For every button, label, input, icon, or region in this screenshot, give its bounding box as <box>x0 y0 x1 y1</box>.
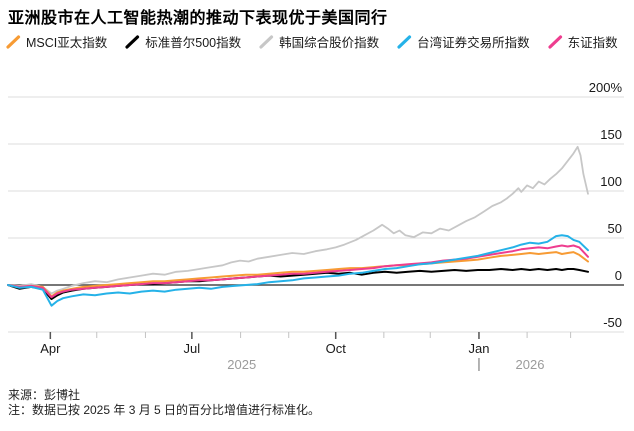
month-label: Apr <box>40 341 61 356</box>
legend-item-msci-asia-pacific: MSCI亚太指数 <box>6 32 107 51</box>
series-line-msci-asia-pacific <box>7 251 589 298</box>
chart-title: 亚洲股市在人工智能热潮的推动下表现优于美国同行 <box>8 10 388 27</box>
month-label: Oct <box>326 341 347 356</box>
legend-item-label: 标准普尔500指数 <box>145 36 242 50</box>
series-line-topix <box>7 244 589 299</box>
legend-item-taiwan-twse: 台湾证券交易所指数 <box>397 32 530 51</box>
year-label: 2025 <box>227 357 256 372</box>
legend-item-sp500: 标准普尔500指数 <box>125 32 241 51</box>
legend-item-label: 韩国综合股价指数 <box>279 36 380 50</box>
legend-item-label: 台湾证券交易所指数 <box>417 36 530 50</box>
legend-line-icon <box>6 34 21 49</box>
year-label: 2026 <box>516 357 545 372</box>
chart-footnotes: 来源：彭博社 注：数据已按 2025 年 3 月 5 日的百分比增值进行标准化。 <box>8 388 320 418</box>
y-tick-label: 200% <box>589 80 623 95</box>
y-tick-label: -50 <box>603 315 622 330</box>
series-line-taiwan-twse <box>7 234 589 307</box>
legend-item-label: 东证指数 <box>567 36 618 50</box>
legend-line-icon <box>259 34 274 49</box>
legend-item-label: MSCI亚太指数 <box>26 36 108 50</box>
y-tick-label: 100 <box>600 174 622 189</box>
month-label: Jan <box>468 341 489 356</box>
legend-line-icon <box>397 34 412 49</box>
legend-item-topix: 东证指数 <box>548 32 618 51</box>
line-chart: 200% 150 100 50 0 -50 Apr Jul Oct Jan 2025 2026 <box>0 78 634 374</box>
y-tick-label: 50 <box>608 221 622 236</box>
month-label: Jul <box>184 341 201 356</box>
chart-legend: MSCI亚太指数 标准普尔500指数 韩国综合股价指数 台湾证券交易所指数 东证指数 <box>6 32 626 51</box>
note-line: 注：数据已按 2025 年 3 月 5 日的百分比增值进行标准化。 <box>8 403 321 417</box>
source-line: 来源：彭博社 <box>8 388 81 402</box>
line-chart-canvas: 200% 150 100 50 0 -50 Apr Jul Oct Jan 2025 2026 <box>7 80 624 372</box>
series-line-kospi <box>7 145 589 295</box>
legend-line-icon <box>548 34 562 49</box>
legend-line-icon <box>125 34 140 49</box>
y-tick-label: 150 <box>600 127 622 142</box>
y-tick-label: 0 <box>615 268 622 283</box>
legend-item-kospi: 韩国综合股价指数 <box>259 32 379 51</box>
